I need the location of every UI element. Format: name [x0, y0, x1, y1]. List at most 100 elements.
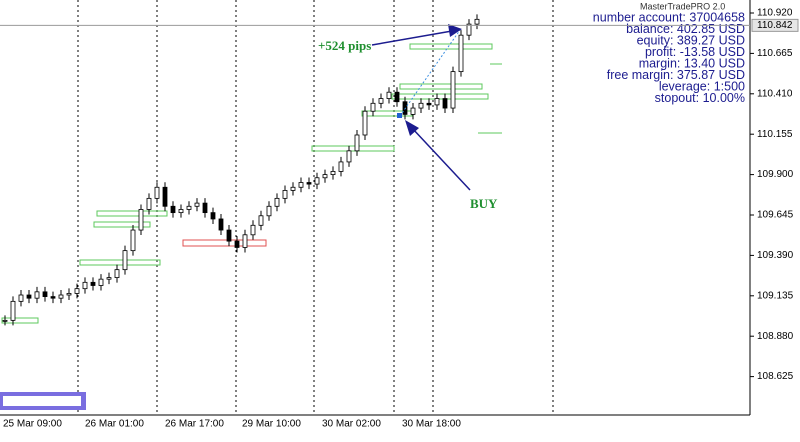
candle	[18, 294, 24, 302]
candle	[34, 291, 40, 299]
candle	[458, 34, 464, 73]
price-label: 110.920	[757, 8, 793, 19]
time-label: 30 Mar 02:00	[322, 419, 381, 430]
candle	[274, 197, 280, 207]
level	[391, 93, 489, 100]
time-label: 30 Mar 18:00	[402, 419, 461, 430]
candle	[50, 296, 56, 299]
panel-box-inner	[3, 396, 81, 406]
time-label: 25 Mar 09:00	[3, 419, 62, 430]
candle	[66, 293, 72, 296]
candle	[362, 110, 368, 136]
level	[93, 221, 151, 228]
candle	[338, 161, 344, 172]
candle	[130, 229, 136, 252]
levels	[1, 43, 502, 324]
candle	[354, 134, 360, 152]
arrow-head	[405, 120, 419, 136]
candle	[226, 229, 232, 242]
candle	[106, 277, 112, 280]
buy-label: BUY	[470, 196, 498, 211]
account-line: margin: 13.40 USD	[639, 56, 745, 70]
level	[1, 317, 39, 324]
candle	[450, 71, 456, 109]
time-label: 26 Mar 01:00	[85, 419, 144, 430]
level	[399, 83, 483, 90]
candle	[466, 23, 472, 36]
candle	[218, 218, 224, 231]
candle	[2, 319, 8, 322]
level	[79, 259, 161, 266]
arrow	[411, 127, 471, 191]
level-red	[182, 239, 267, 247]
account-line: profit: -13.58 USD	[645, 45, 745, 59]
candle	[146, 197, 152, 210]
price-label: 110.410	[757, 88, 793, 99]
price-label: 109.645	[757, 210, 794, 221]
candle	[346, 150, 352, 163]
candle	[370, 102, 376, 112]
candle	[282, 190, 288, 199]
account-line: free margin: 375.87 USD	[607, 68, 745, 82]
current-price-box	[751, 18, 799, 32]
candle	[98, 278, 104, 286]
time-label: 29 Mar 10:00	[242, 419, 301, 430]
price-label: 109.390	[757, 250, 794, 261]
level	[96, 210, 168, 217]
candle	[386, 91, 392, 99]
candle	[330, 171, 336, 175]
candle	[26, 294, 32, 299]
candle	[314, 177, 320, 185]
time-label: 26 Mar 17:00	[165, 419, 224, 430]
candle	[378, 98, 384, 104]
candle	[82, 281, 88, 290]
arrow-head	[448, 24, 462, 37]
account-line: equity: 389.27 USD	[637, 33, 745, 47]
candle	[298, 182, 304, 188]
price-label: 110.665	[757, 48, 793, 59]
price-label: 110.155	[757, 129, 793, 140]
pips-label: +524 pips	[318, 38, 371, 53]
candle	[170, 205, 176, 214]
price-label: 109.900	[757, 169, 794, 180]
candle	[74, 288, 80, 294]
candle	[138, 209, 144, 231]
level	[311, 145, 395, 152]
candle	[58, 294, 64, 299]
candle	[434, 98, 440, 106]
candle	[250, 224, 256, 236]
level	[409, 43, 493, 50]
candles	[2, 14, 480, 326]
platform-name: MasterTradePRO 2.0	[640, 1, 725, 11]
candle	[410, 107, 416, 115]
arrow	[371, 30, 453, 46]
candle	[426, 102, 432, 106]
account-line: leverage: 1:500	[659, 79, 745, 93]
price-label: 108.625	[757, 371, 794, 382]
price-label: 108.880	[757, 331, 794, 342]
period-separators	[77, 0, 554, 415]
price-axis: 110.920 110.665 110.410 110.155 109.900 109.6…	[750, 8, 799, 382]
candle	[242, 234, 248, 248]
candle	[10, 300, 16, 321]
candle	[154, 186, 160, 199]
candle	[210, 212, 216, 220]
candle	[90, 281, 96, 286]
candle	[178, 209, 184, 214]
candle	[42, 291, 48, 297]
candle	[258, 215, 264, 226]
candle	[122, 250, 128, 271]
candle	[306, 182, 312, 185]
candle	[186, 205, 192, 210]
candle	[418, 102, 424, 109]
candle	[290, 186, 296, 191]
entry-marker	[397, 113, 402, 118]
trade-line	[399, 29, 461, 117]
candle	[474, 18, 480, 25]
current-price-label: 110.842	[757, 20, 793, 31]
candle	[322, 174, 328, 179]
candle	[194, 202, 200, 207]
